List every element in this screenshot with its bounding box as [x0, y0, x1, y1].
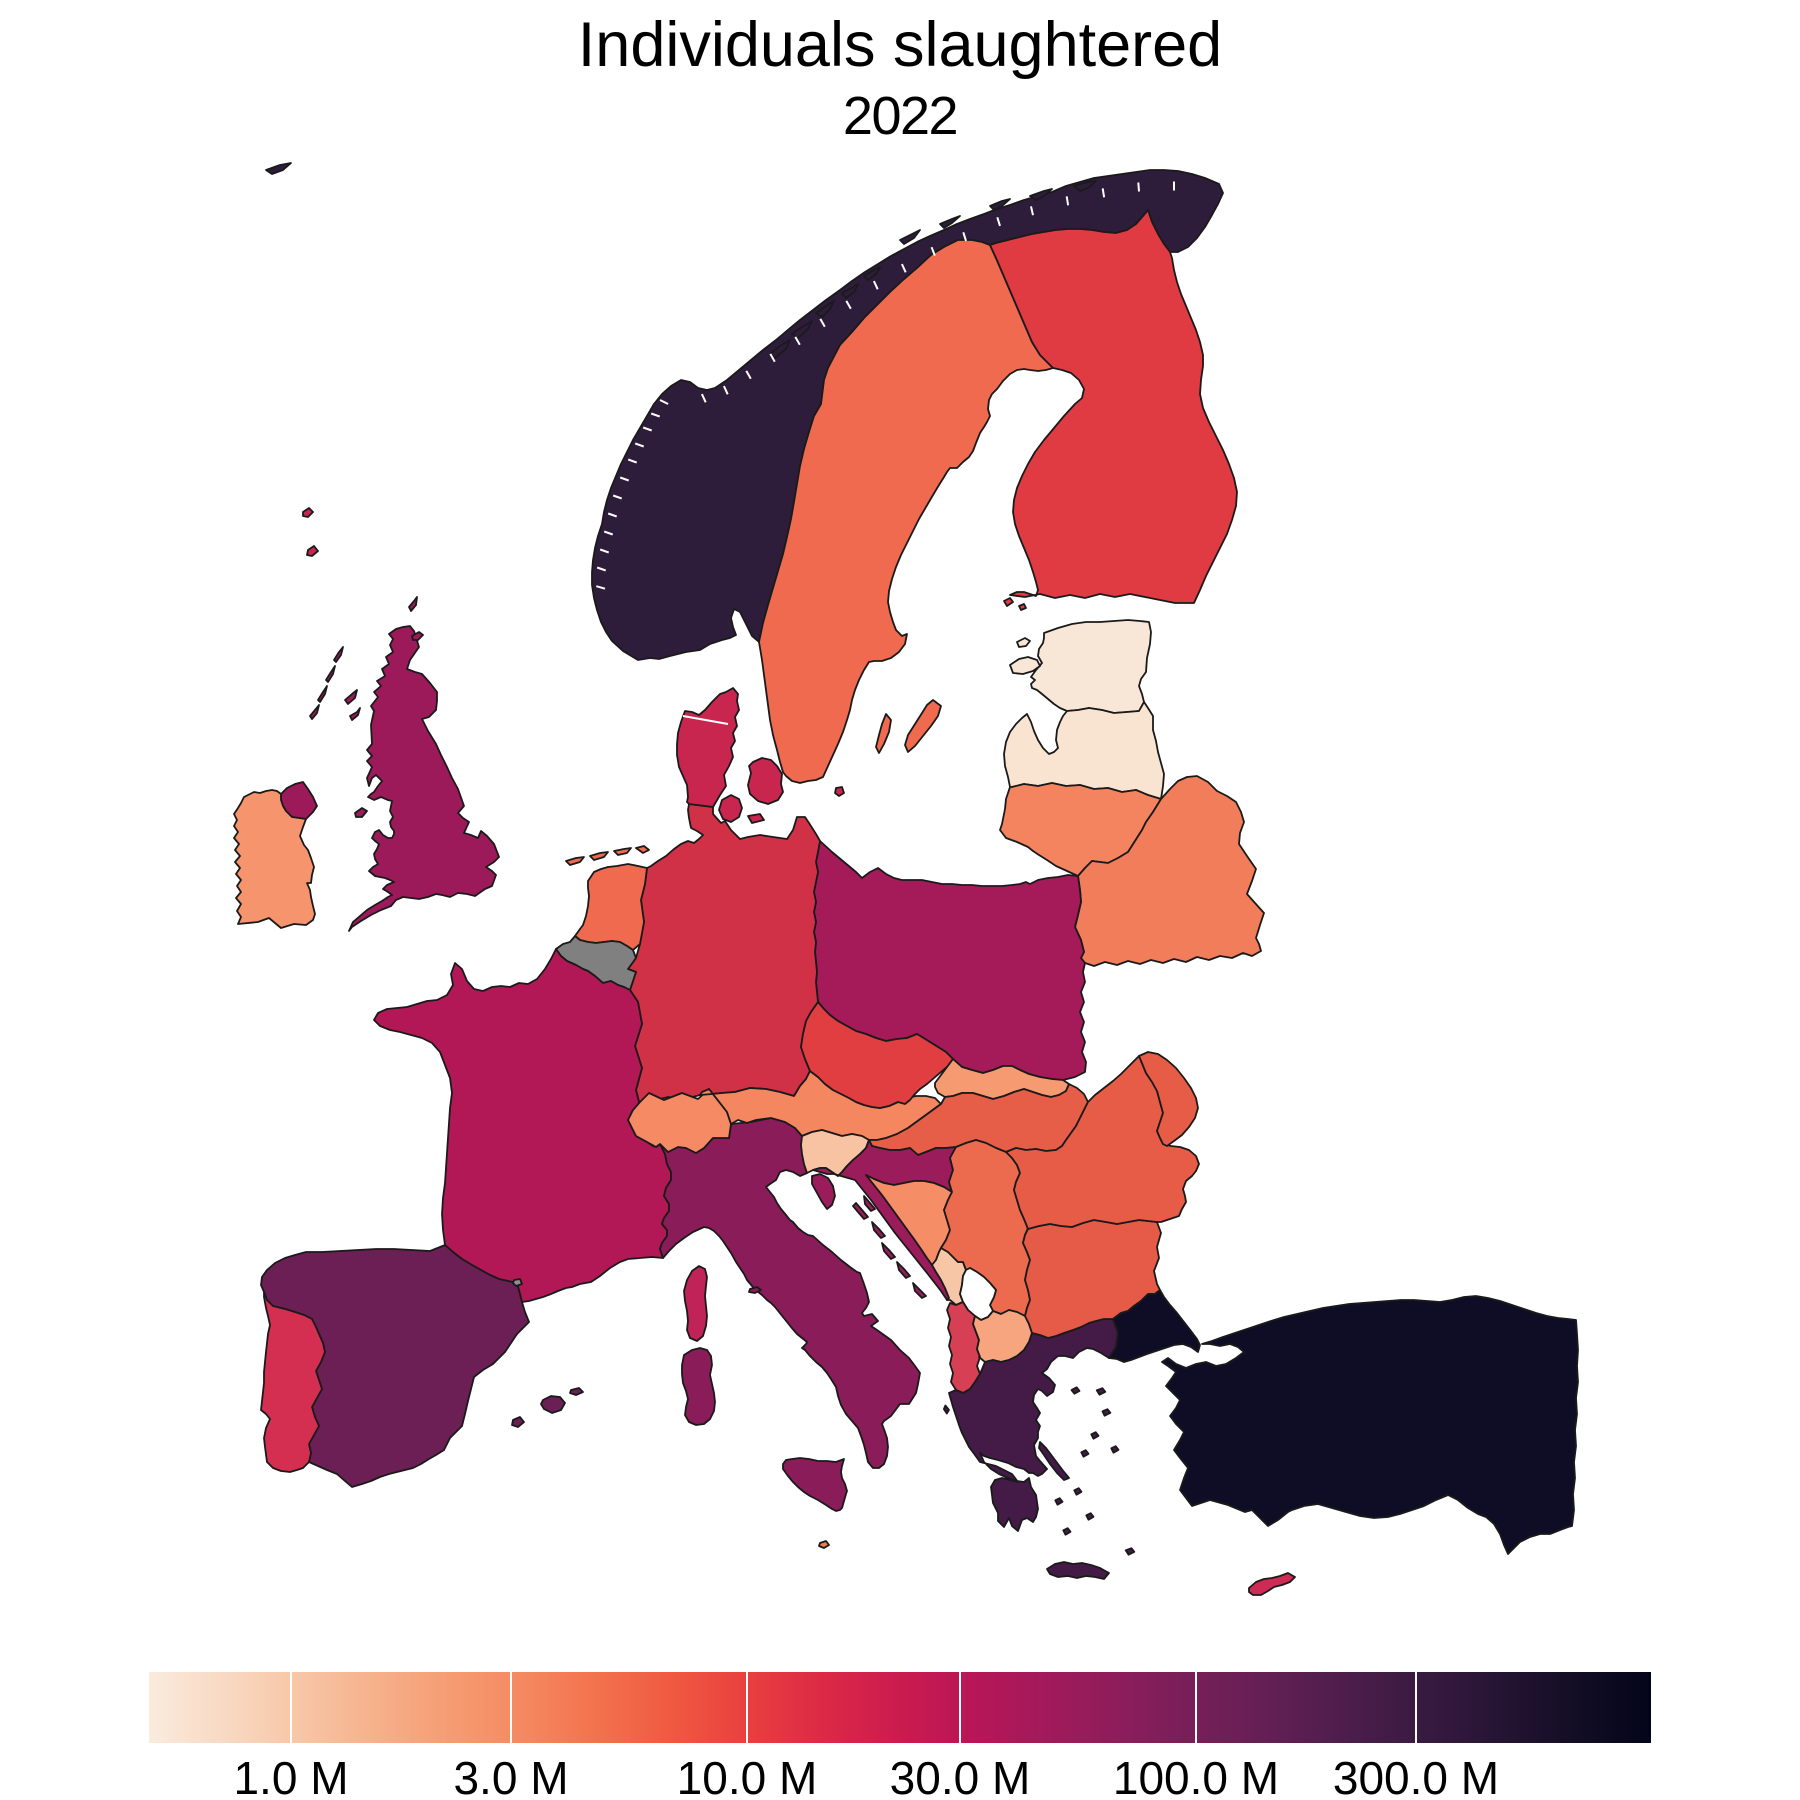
svg-text:300.0 M: 300.0 M: [1333, 1752, 1499, 1800]
svg-text:30.0 M: 30.0 M: [890, 1752, 1031, 1800]
svg-text:100.0 M: 100.0 M: [1113, 1752, 1279, 1800]
svg-text:2022: 2022: [843, 86, 957, 146]
svg-text:1.0 M: 1.0 M: [233, 1752, 348, 1800]
svg-text:3.0 M: 3.0 M: [453, 1752, 568, 1800]
svg-text:10.0 M: 10.0 M: [677, 1752, 818, 1800]
svg-text:Individuals slaughtered: Individuals slaughtered: [578, 10, 1222, 80]
